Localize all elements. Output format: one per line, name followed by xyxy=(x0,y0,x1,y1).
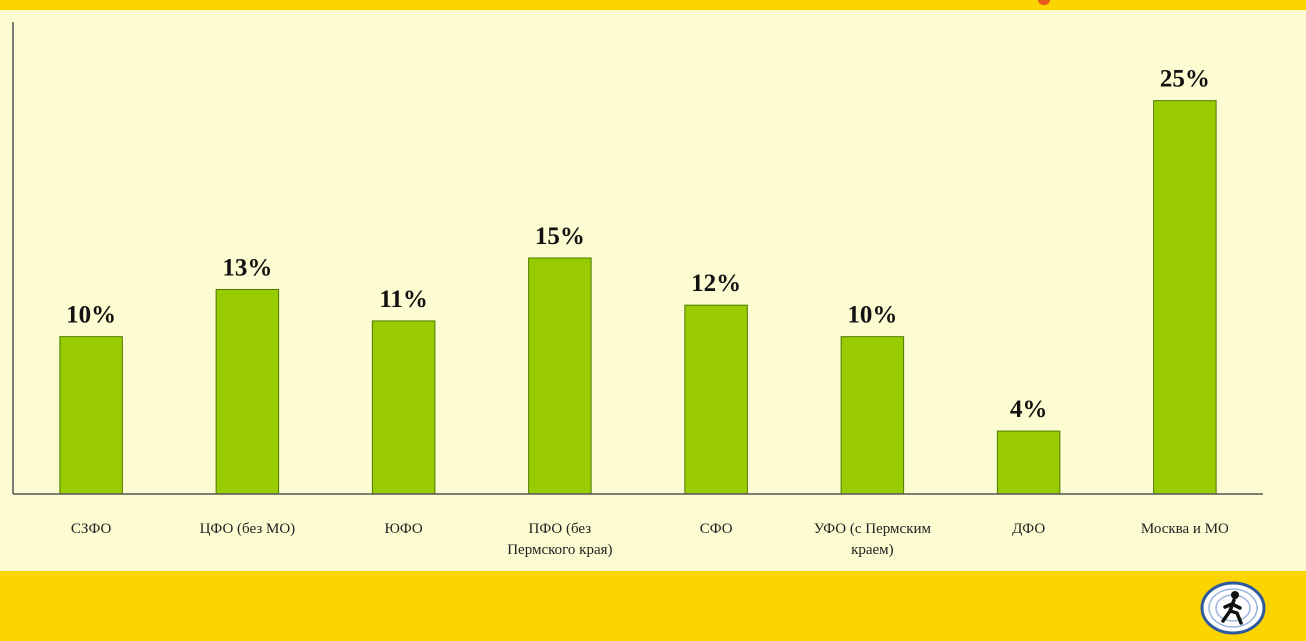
value-label-5: 12% xyxy=(691,270,741,297)
value-label-6: 10% xyxy=(847,302,897,329)
value-label-4: 15% xyxy=(535,223,585,250)
value-label-2: 13% xyxy=(222,254,272,281)
bar-4 xyxy=(528,257,592,495)
bar-5 xyxy=(684,304,748,495)
category-label-4: ПФО (без Пермского края) xyxy=(507,521,612,558)
category-label-5: СФО xyxy=(700,521,733,537)
person-walking-icon[interactable] xyxy=(1199,580,1267,636)
category-label-3: ЮФО xyxy=(384,521,422,537)
value-labels-group: 10% 13% 11% 15% 12% 10% 4% 25% xyxy=(66,66,1210,423)
bar-2 xyxy=(215,288,280,495)
category-label-1: СЗФО xyxy=(71,521,112,537)
category-label-8: Москва и МО xyxy=(1141,521,1229,537)
bars-group xyxy=(59,100,1217,495)
value-label-1: 10% xyxy=(66,302,116,329)
bar-8 xyxy=(1153,100,1217,495)
bar-chart: 10% 13% 11% 15% 12% 10% 4% 25% СЗФО ЦФО (без МО)… xyxy=(12,22,1263,558)
value-label-8: 25% xyxy=(1160,66,1210,93)
bar-7 xyxy=(996,430,1061,495)
top-band xyxy=(0,0,1306,10)
bar-1 xyxy=(59,336,123,495)
top-accent-mark xyxy=(1038,0,1050,5)
category-labels-group: СЗФО ЦФО (без МО) ЮФО ПФО (без Пермского кра… xyxy=(71,521,1229,558)
bar-6 xyxy=(840,336,905,495)
value-label-7: 4% xyxy=(1010,396,1048,423)
category-label-6: УФО (с Пермским краем) xyxy=(814,521,932,558)
category-label-7: ДФО xyxy=(1012,521,1045,537)
bar-3 xyxy=(371,320,436,495)
value-label-3: 11% xyxy=(379,286,428,313)
bottom-band xyxy=(0,571,1306,641)
category-label-2: ЦФО (без МО) xyxy=(200,521,296,537)
